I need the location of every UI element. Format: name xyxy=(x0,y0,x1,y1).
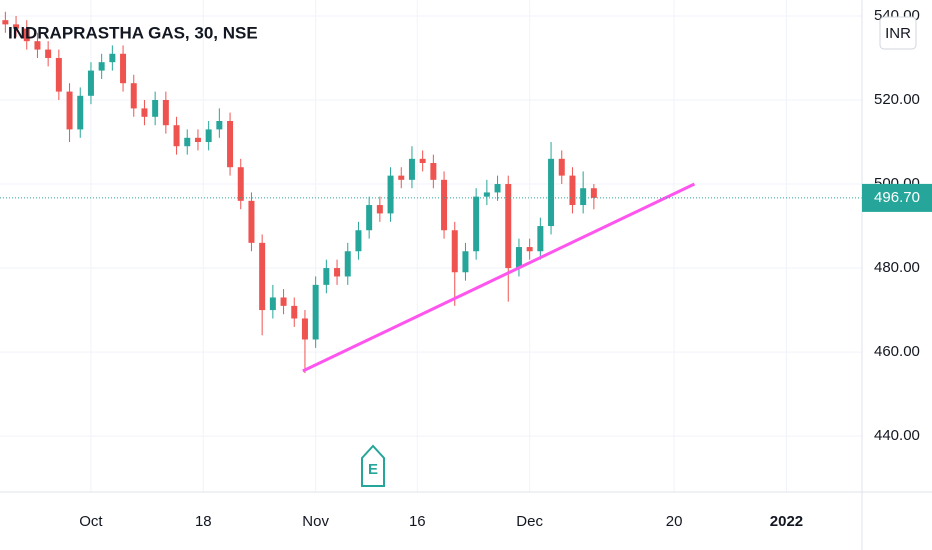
candle-body xyxy=(483,192,490,197)
x-tick-label: 16 xyxy=(409,513,426,530)
candle-body xyxy=(184,137,191,147)
x-tick-label: Dec xyxy=(516,513,543,530)
y-tick-label: 520.00 xyxy=(874,91,920,108)
candle-body xyxy=(376,205,383,214)
candle-body xyxy=(526,247,533,252)
candle-body xyxy=(355,230,362,252)
candle-body xyxy=(494,184,501,193)
candle-body xyxy=(98,62,105,71)
y-tick-label: 460.00 xyxy=(874,343,920,360)
candle-body xyxy=(334,268,341,277)
trendline xyxy=(302,182,696,373)
currency-button[interactable] xyxy=(879,16,917,50)
candle-body xyxy=(515,247,522,269)
candle-body xyxy=(77,95,84,130)
candle-body xyxy=(130,83,137,109)
candle-body xyxy=(173,125,180,147)
candle-body xyxy=(301,318,308,340)
candle-body xyxy=(227,121,234,168)
candle-body xyxy=(259,242,266,311)
x-tick-label: 20 xyxy=(666,513,683,530)
candle-body xyxy=(430,163,437,180)
candle-body xyxy=(269,297,276,311)
x-tick-label: Nov xyxy=(302,513,329,530)
candle-body xyxy=(505,184,512,269)
earnings-icon[interactable] xyxy=(361,444,385,487)
candle-body xyxy=(55,57,62,92)
candle-body xyxy=(590,188,597,198)
candle-body xyxy=(344,251,351,277)
x-tick-label: 2022 xyxy=(770,513,803,530)
candle-body xyxy=(87,70,94,96)
x-tick-label: 18 xyxy=(195,513,212,530)
candle-body xyxy=(23,28,30,42)
candle-body xyxy=(558,158,565,176)
last-price-box xyxy=(862,183,932,212)
candle-body xyxy=(580,188,587,206)
candle-body xyxy=(451,230,458,273)
candle-body xyxy=(473,196,480,252)
candle-body xyxy=(194,137,201,143)
candle-body xyxy=(13,24,20,29)
candle-body xyxy=(2,20,9,25)
candle-body xyxy=(66,91,73,130)
candle-body xyxy=(109,53,116,63)
candle-body xyxy=(45,49,52,58)
candle-body xyxy=(237,167,244,201)
candle-body xyxy=(537,226,544,252)
candle-body xyxy=(398,175,405,180)
candle-body xyxy=(120,53,127,84)
candle-body xyxy=(419,158,426,164)
x-tick-label: Oct xyxy=(79,513,103,530)
candle-body xyxy=(248,200,255,243)
candle-body xyxy=(141,108,148,117)
candle-body xyxy=(462,251,469,273)
y-tick-label: 440.00 xyxy=(874,427,920,444)
chart-title: INDRAPRASTHA GAS, 30, NSE xyxy=(8,23,258,42)
candle-body xyxy=(548,158,555,227)
candle-body xyxy=(280,297,287,306)
candle-body xyxy=(291,305,298,319)
grid xyxy=(0,0,862,492)
candle-body xyxy=(387,175,394,214)
y-tick-label: 480.00 xyxy=(874,259,920,276)
earnings-label[interactable]: E xyxy=(368,461,378,478)
candle-body xyxy=(366,205,373,231)
candle-body xyxy=(312,284,319,340)
candle-body xyxy=(569,175,576,206)
candle-body xyxy=(408,158,415,180)
candle-body xyxy=(205,129,212,143)
candle-body xyxy=(162,99,169,126)
candle-body xyxy=(323,268,330,285)
currency-label[interactable]: INR xyxy=(885,25,911,42)
last-price-label: 496.70 xyxy=(874,189,920,206)
candle-body xyxy=(441,179,448,231)
candle-body xyxy=(34,41,41,50)
plot xyxy=(0,11,862,374)
candle-body xyxy=(152,99,159,117)
candle-body xyxy=(216,121,223,130)
